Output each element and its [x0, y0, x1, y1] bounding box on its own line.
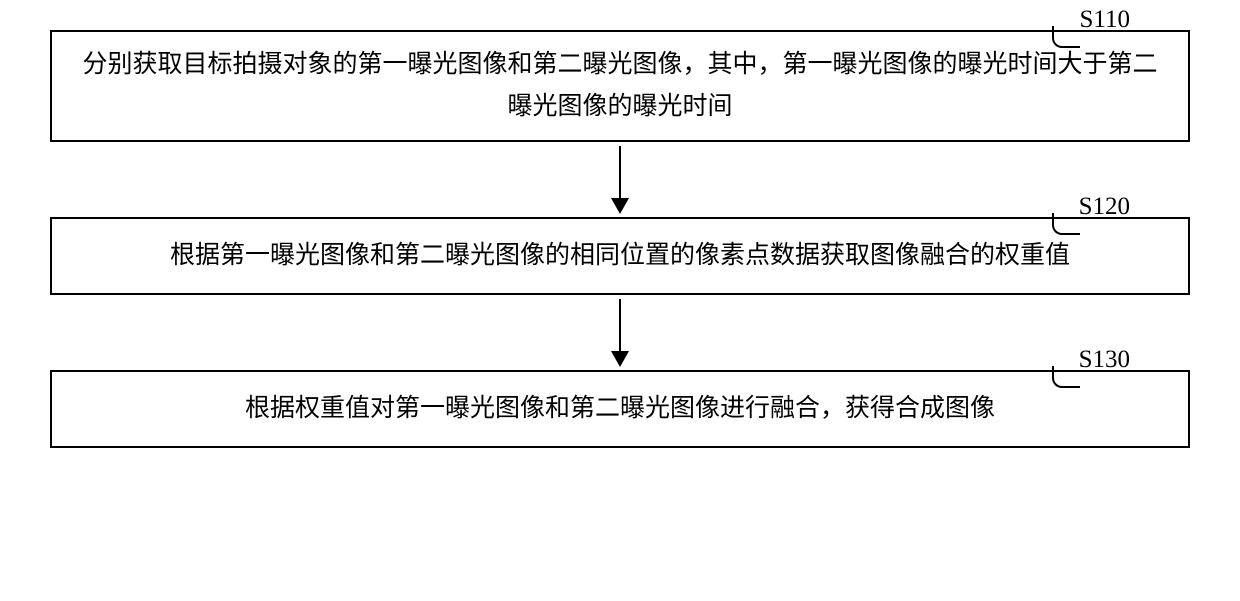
- label-connector-3: [1052, 366, 1080, 388]
- step-container-3: S130 根据权重值对第一曝光图像和第二曝光图像进行融合，获得合成图像: [30, 370, 1210, 448]
- label-connector-1: [1052, 26, 1080, 48]
- step-label-3: S130: [1079, 346, 1130, 374]
- step-label-1: S110: [1080, 6, 1130, 34]
- step-label-2: S120: [1079, 193, 1130, 221]
- step-container-2: S120 根据第一曝光图像和第二曝光图像的相同位置的像素点数据获取图像融合的权重…: [30, 217, 1210, 295]
- step-box-1: 分别获取目标拍摄对象的第一曝光图像和第二曝光图像，其中，第一曝光图像的曝光时间大…: [50, 30, 1190, 142]
- flowchart-container: S110 分别获取目标拍摄对象的第一曝光图像和第二曝光图像，其中，第一曝光图像的…: [0, 0, 1240, 448]
- step-text-1: 分别获取目标拍摄对象的第一曝光图像和第二曝光图像，其中，第一曝光图像的曝光时间大…: [80, 44, 1160, 129]
- arrow-head-2: [611, 351, 629, 367]
- arrow-2: [611, 295, 629, 370]
- step-box-2: 根据第一曝光图像和第二曝光图像的相同位置的像素点数据获取图像融合的权重值: [50, 217, 1190, 295]
- step-text-3: 根据权重值对第一曝光图像和第二曝光图像进行融合，获得合成图像: [245, 388, 995, 431]
- arrow-line-2: [619, 299, 621, 351]
- arrow-head-1: [611, 198, 629, 214]
- step-container-1: S110 分别获取目标拍摄对象的第一曝光图像和第二曝光图像，其中，第一曝光图像的…: [30, 30, 1210, 142]
- step-text-2: 根据第一曝光图像和第二曝光图像的相同位置的像素点数据获取图像融合的权重值: [170, 235, 1070, 278]
- label-connector-2: [1052, 213, 1080, 235]
- arrow-1: [611, 142, 629, 217]
- arrow-line-1: [619, 146, 621, 198]
- step-box-3: 根据权重值对第一曝光图像和第二曝光图像进行融合，获得合成图像: [50, 370, 1190, 448]
